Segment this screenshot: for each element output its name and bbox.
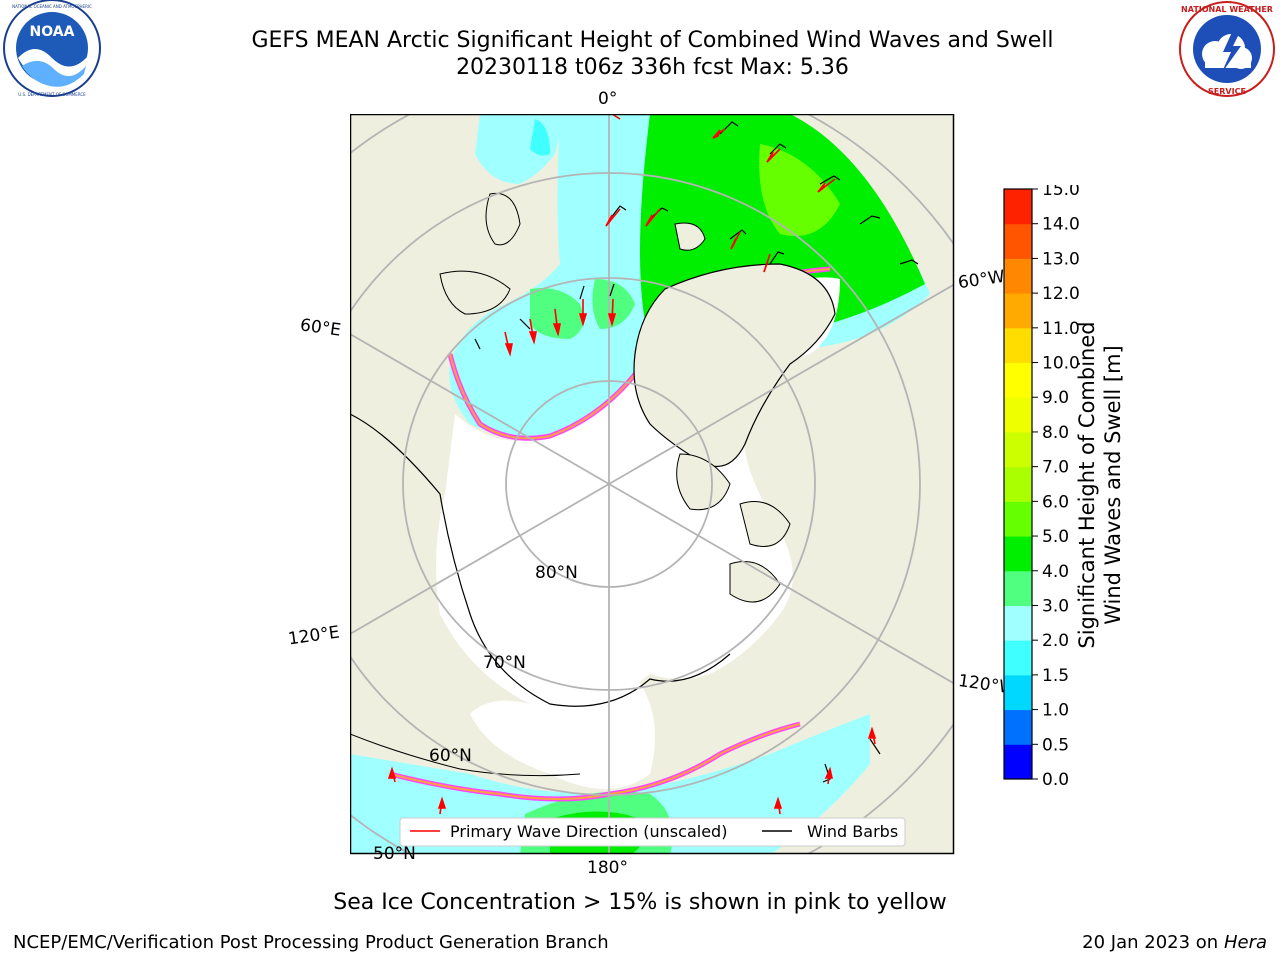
lon-label-120e: 120°E <box>286 622 341 650</box>
svg-text:U.S. DEPARTMENT OF COMMERCE: U.S. DEPARTMENT OF COMMERCE <box>18 92 86 97</box>
colorbar-tick-label: 13.0 <box>1042 249 1080 269</box>
lat-label-70n: 70°N <box>483 653 526 673</box>
map-subtitle: 20230118 t06z 336h fcst Max: 5.36 <box>456 55 849 80</box>
colorbar-tick-label: 0.0 <box>1042 770 1069 785</box>
footer-right: 20 Jan 2023 on Hera <box>1082 932 1267 953</box>
map-canvas: Primary Wave Direction (unscaled) Wind B… <box>349 113 955 855</box>
legend-wave-direction: Primary Wave Direction (unscaled) <box>450 822 727 841</box>
lon-label-60e: 60°E <box>298 315 343 341</box>
colorbar-label-line2: Wind Waves and Swell [m] <box>1101 345 1125 625</box>
map-title: GEFS MEAN Arctic Significant Height of C… <box>251 28 1054 53</box>
lon-label-60w: 60°W <box>956 266 1007 294</box>
colorbar-label-line1: Significant Height of Combined <box>1075 321 1099 649</box>
colorbar-tick-label: 14.0 <box>1042 215 1080 235</box>
lat-label-60n: 60°N <box>429 746 472 766</box>
footer-date: 20 Jan 2023 on <box>1082 932 1224 953</box>
colorbar-segment <box>1004 397 1032 433</box>
colorbar-tick-label: 1.5 <box>1042 666 1069 686</box>
graticule <box>350 114 954 854</box>
map-frame <box>349 113 955 855</box>
colorbar-tick-label: 10.0 <box>1042 354 1080 374</box>
wave-direction-arrows <box>387 114 877 815</box>
footer-machine: Hera <box>1223 932 1267 953</box>
lon-label-0: 0° <box>598 89 618 109</box>
colorbar-tick-label: 11.0 <box>1042 319 1080 339</box>
colorbar-segment <box>1004 674 1032 711</box>
caption: Sea Ice Concentration > 15% is shown in … <box>333 890 947 915</box>
colorbar: 0.0 0.5 1.0 1.5 2.0 3.0 4.0 5.0 6.0 7.0 8.0 9.0 10.0… <box>1000 180 1080 790</box>
svg-text:NATIONAL OCEANIC AND ATMOSPHER: NATIONAL OCEANIC AND ATMOSPHERIC <box>12 4 92 9</box>
lon-label-180: 180° <box>587 858 628 878</box>
colorbar-segment <box>1004 223 1032 259</box>
colorbar-segment <box>1004 258 1032 294</box>
svg-text:SERVICE: SERVICE <box>1208 87 1246 96</box>
colorbar-segment <box>1004 640 1032 676</box>
colorbar-tick-label: 12.0 <box>1042 284 1080 304</box>
svg-text:NOAA: NOAA <box>30 24 75 40</box>
nws-logo: NATIONAL WEATHER SERVICE <box>1175 0 1280 104</box>
colorbar-segment <box>1004 536 1032 572</box>
colorbar-segment <box>1004 501 1032 537</box>
colorbar-segment <box>1004 744 1032 780</box>
noaa-logo: NOAA NATIONAL OCEANIC AND ATMOSPHERIC U.… <box>0 0 105 104</box>
colorbar-frame <box>1003 188 1033 780</box>
colorbar-tick-label: 0.5 <box>1042 735 1069 755</box>
colorbar-tick-label: 2.0 <box>1042 631 1069 651</box>
colorbar-segment <box>1004 189 1032 225</box>
colorbar-tick-label: 1.0 <box>1042 701 1069 721</box>
colorbar-svg: 0.0 0.5 1.0 1.5 2.0 3.0 4.0 5.0 6.0 7.0 8.0 9.0 10.0… <box>1003 180 1080 790</box>
colorbar-segment <box>1004 709 1032 745</box>
colorbar-segment <box>1004 431 1032 468</box>
footer-left: NCEP/EMC/Verification Post Processing Pr… <box>13 932 609 953</box>
arctic-map: Primary Wave Direction (unscaled) Wind B… <box>349 113 955 859</box>
colorbar-tick-label: 9.0 <box>1042 388 1069 408</box>
colorbar-segment <box>1004 293 1032 329</box>
colorbar-segment <box>1004 327 1032 364</box>
svg-text:NATIONAL WEATHER: NATIONAL WEATHER <box>1181 5 1273 14</box>
colorbar-segment <box>1004 362 1032 398</box>
legend-wind-barbs: Wind Barbs <box>807 822 898 841</box>
map-legend: Primary Wave Direction (unscaled) Wind B… <box>399 817 906 847</box>
lat-label-50n: 50°N <box>373 844 416 864</box>
greenland <box>633 263 836 468</box>
colorbar-tick-label: 7.0 <box>1042 458 1069 478</box>
colorbar-tick-label: 6.0 <box>1042 492 1069 512</box>
colorbar-segment <box>1004 570 1032 606</box>
colorbar-tick-label: 3.0 <box>1042 596 1069 616</box>
colorbar-tick-label: 15.0 <box>1042 185 1080 200</box>
colorbar-segment <box>1004 605 1032 641</box>
colorbar-tick-label: 4.0 <box>1042 562 1069 582</box>
lat-label-80n: 80°N <box>535 563 578 583</box>
colorbar-tick-label: 8.0 <box>1042 423 1069 443</box>
colorbar-tick-label: 5.0 <box>1042 527 1069 547</box>
colorbar-segment <box>1004 466 1032 502</box>
